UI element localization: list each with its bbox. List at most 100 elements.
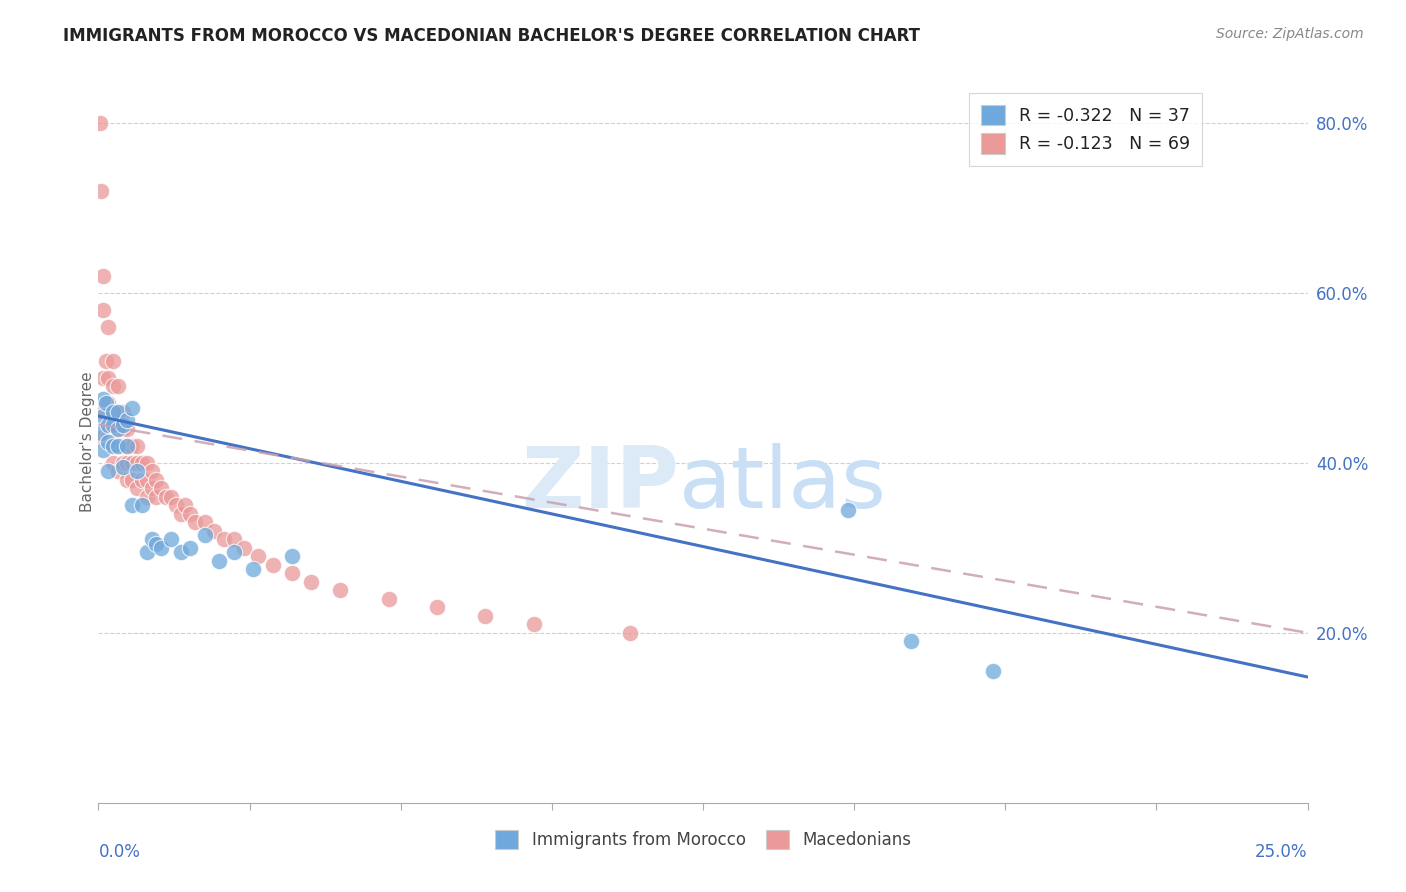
Point (204, 524, 226, 538)
Point (127, 481, 149, 495)
Point (97, 464, 120, 478)
Text: 25.0%: 25.0% (1256, 843, 1308, 861)
Point (141, 464, 163, 478)
Point (212, 533, 235, 547)
Point (247, 549, 270, 564)
Point (160, 490, 183, 504)
Point (127, 464, 149, 478)
Y-axis label: Bachelor's Degree: Bachelor's Degree (80, 371, 94, 512)
Point (107, 405, 129, 419)
Point (194, 516, 217, 530)
Point (281, 566, 304, 581)
Point (242, 562, 264, 576)
Point (160, 533, 183, 547)
Point (329, 583, 352, 598)
Point (97, 319, 120, 334)
Point (837, 502, 859, 516)
Point (169, 507, 191, 521)
Point (135, 473, 157, 487)
Text: Source: ZipAtlas.com: Source: ZipAtlas.com (1216, 27, 1364, 41)
Point (150, 541, 173, 555)
Point (101, 439, 124, 453)
Point (135, 545, 157, 559)
Point (91, 371, 114, 385)
Point (121, 401, 143, 415)
Point (111, 422, 134, 436)
Point (117, 413, 139, 427)
Point (117, 473, 139, 487)
Point (262, 558, 284, 572)
Text: atlas: atlas (679, 443, 887, 526)
Point (91, 430, 114, 444)
Point (169, 545, 191, 559)
Point (101, 405, 124, 419)
Point (194, 528, 217, 542)
Point (94, 353, 117, 368)
Text: ZIP: ZIP (522, 443, 679, 526)
Point (111, 405, 134, 419)
Point (91, 392, 114, 406)
Point (179, 507, 201, 521)
Point (141, 481, 163, 495)
Point (111, 460, 134, 475)
Point (145, 473, 167, 487)
Point (107, 422, 129, 436)
Point (107, 405, 129, 419)
Point (117, 456, 139, 470)
Point (97, 371, 120, 385)
Point (121, 439, 143, 453)
Point (619, 625, 641, 640)
Point (900, 634, 922, 648)
Text: IMMIGRANTS FROM MOROCCO VS MACEDONIAN BACHELOR'S DEGREE CORRELATION CHART: IMMIGRANTS FROM MOROCCO VS MACEDONIAN BA… (63, 27, 921, 45)
Point (165, 498, 187, 512)
Point (101, 417, 124, 432)
Point (426, 600, 449, 615)
Point (91, 409, 114, 423)
Point (111, 439, 134, 453)
Point (111, 456, 134, 470)
Point (91, 268, 114, 283)
Point (101, 456, 124, 470)
Point (145, 490, 167, 504)
Point (90, 184, 112, 198)
Point (131, 456, 153, 470)
Point (101, 405, 124, 419)
Point (127, 439, 149, 453)
Text: 0.0%: 0.0% (98, 843, 141, 861)
Point (117, 439, 139, 453)
Point (281, 549, 304, 564)
Point (208, 553, 231, 567)
Point (523, 617, 546, 632)
Point (91, 302, 114, 317)
Point (97, 417, 120, 432)
Point (299, 574, 322, 589)
Point (107, 422, 129, 436)
Point (131, 498, 153, 512)
Point (377, 591, 399, 606)
Point (121, 456, 143, 470)
Point (89, 116, 111, 130)
Point (91, 405, 114, 419)
Point (981, 664, 1004, 678)
Point (90, 425, 112, 440)
Point (107, 439, 129, 453)
Point (127, 456, 149, 470)
Point (101, 353, 124, 368)
Point (145, 536, 167, 550)
Point (222, 545, 245, 559)
Point (184, 516, 207, 530)
Point (101, 439, 124, 453)
Point (107, 464, 129, 478)
Point (107, 379, 129, 393)
Point (155, 490, 177, 504)
Point (97, 434, 120, 449)
Point (117, 439, 139, 453)
Point (107, 439, 129, 453)
Point (121, 498, 143, 512)
Point (117, 422, 139, 436)
Legend: Immigrants from Morocco, Macedonians: Immigrants from Morocco, Macedonians (485, 821, 921, 860)
Point (97, 396, 120, 410)
Point (111, 417, 134, 432)
Point (94, 396, 117, 410)
Point (91, 443, 114, 458)
